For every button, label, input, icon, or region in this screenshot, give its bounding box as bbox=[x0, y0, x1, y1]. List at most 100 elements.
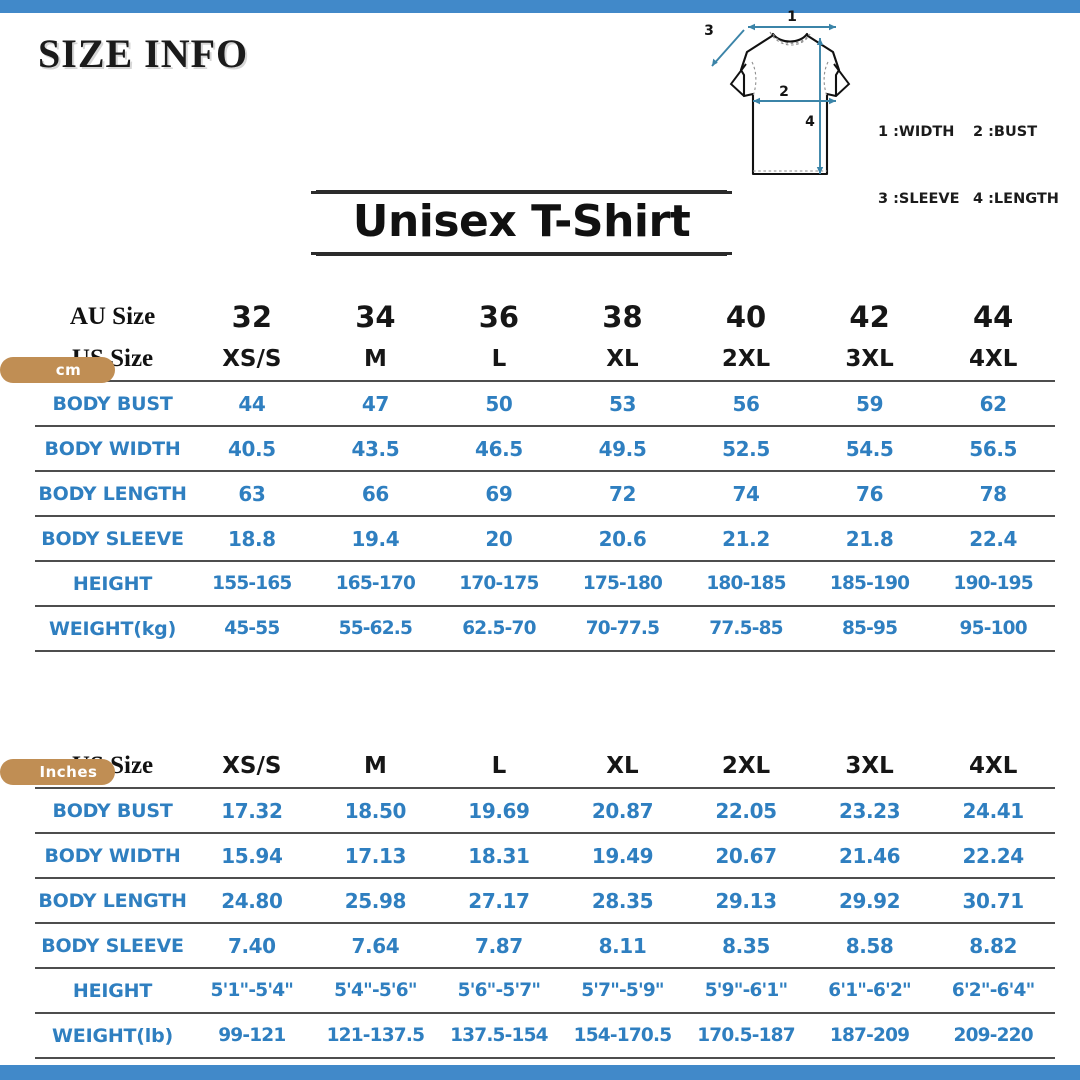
in-weight-l: 137.5-154 bbox=[450, 1025, 548, 1046]
inches-us-size-2: M bbox=[363, 753, 387, 779]
cm-height-2xl: 180-185 bbox=[706, 573, 786, 594]
cm-row-label-weight: WEIGHT(kg) bbox=[48, 617, 177, 640]
cm-width-l: 46.5 bbox=[475, 436, 523, 461]
cm-weight-xl: 70-77.5 bbox=[585, 618, 660, 639]
cm-bust-4xl: 62 bbox=[979, 391, 1007, 416]
cm-width-xss: 40.5 bbox=[227, 436, 276, 461]
cm-bust-3xl: 59 bbox=[856, 391, 884, 416]
inches-us-size-5: 2XL bbox=[721, 753, 771, 779]
legend-length: 4 :LENGTH bbox=[973, 191, 1059, 208]
in-width-m: 17.13 bbox=[344, 843, 407, 868]
cm-bust-2xl: 56 bbox=[732, 391, 760, 416]
inches-us-size-1: XS/S bbox=[222, 753, 282, 779]
in-width-3xl: 21.46 bbox=[838, 843, 901, 868]
table-row: BODY LENGTH 63 66 69 72 74 76 78 bbox=[35, 471, 1055, 516]
cm-au-size-4: 38 bbox=[602, 300, 643, 334]
marker-width-1: 1 bbox=[787, 9, 797, 25]
in-row-label-width: BODY WIDTH bbox=[44, 844, 181, 867]
cm-au-size-6: 42 bbox=[849, 300, 890, 334]
cm-us-size-4: XL bbox=[606, 346, 639, 372]
cm-width-m: 43.5 bbox=[351, 436, 400, 461]
cm-weight-xss: 45-55 bbox=[224, 618, 280, 639]
in-bust-m: 18.50 bbox=[344, 798, 407, 823]
cm-height-xl: 175-180 bbox=[582, 573, 663, 594]
cm-height-3xl: 185-190 bbox=[829, 573, 910, 594]
cm-height-m: 165-170 bbox=[335, 573, 416, 594]
cm-au-size-3: 36 bbox=[478, 300, 520, 334]
unit-badge-inches: Inches bbox=[0, 759, 115, 785]
table-row: BODY BUST 44 47 50 53 56 59 62 bbox=[35, 381, 1055, 426]
cm-sleeve-4xl: 22.4 bbox=[969, 526, 1018, 551]
in-width-2xl: 20.67 bbox=[715, 843, 777, 868]
in-length-xl: 28.35 bbox=[591, 888, 654, 913]
in-sleeve-2xl: 8.35 bbox=[722, 933, 770, 958]
cm-height-xss: 155-165 bbox=[212, 573, 292, 594]
in-length-2xl: 29.13 bbox=[715, 888, 777, 913]
cm-width-xl: 49.5 bbox=[598, 436, 647, 461]
in-sleeve-m: 7.64 bbox=[351, 933, 400, 958]
in-bust-xss: 17.32 bbox=[221, 798, 283, 823]
cm-width-3xl: 54.5 bbox=[845, 436, 894, 461]
in-bust-3xl: 23.23 bbox=[838, 798, 901, 823]
cm-bust-m: 47 bbox=[361, 391, 389, 416]
in-weight-3xl: 187-209 bbox=[829, 1025, 910, 1046]
in-height-l: 5'6"-5'7" bbox=[457, 980, 541, 1001]
cm-weight-l: 62.5-70 bbox=[462, 618, 536, 639]
table-row: BODY LENGTH 24.80 25.98 27.17 28.35 29.1… bbox=[35, 878, 1055, 923]
cm-sleeve-l: 20 bbox=[485, 526, 513, 551]
cm-us-size-7: 4XL bbox=[968, 346, 1018, 372]
cm-sleeve-xl: 20.6 bbox=[598, 526, 647, 551]
legend-width: 1 :WIDTH bbox=[878, 123, 955, 140]
product-title: Unisex T-Shirt bbox=[352, 196, 691, 247]
cm-bust-l: 50 bbox=[485, 391, 513, 416]
cm-width-2xl: 52.5 bbox=[722, 436, 770, 461]
inches-us-size-3: L bbox=[491, 753, 507, 779]
in-width-4xl: 22.24 bbox=[962, 843, 1025, 868]
legend-bust: 2 :BUST bbox=[973, 123, 1038, 140]
in-sleeve-4xl: 8.82 bbox=[969, 933, 1018, 958]
cm-us-size-6: 3XL bbox=[845, 346, 894, 372]
in-sleeve-xl: 8.11 bbox=[598, 933, 647, 958]
table-row: BODY SLEEVE 18.8 19.4 20 20.6 21.2 21.8 … bbox=[35, 516, 1055, 561]
cm-height-4xl: 190-195 bbox=[953, 573, 1034, 594]
cm-us-size-2: M bbox=[363, 346, 387, 372]
in-row-label-sleeve: BODY SLEEVE bbox=[41, 934, 184, 957]
in-weight-m: 121-137.5 bbox=[326, 1025, 425, 1046]
in-weight-xss: 99-121 bbox=[218, 1025, 286, 1046]
top-brand-bar bbox=[0, 0, 1080, 13]
cm-row-label-bust: BODY BUST bbox=[52, 392, 173, 415]
cm-au-size-2: 34 bbox=[355, 300, 396, 334]
in-bust-4xl: 24.41 bbox=[962, 798, 1025, 823]
in-row-label-height: HEIGHT bbox=[72, 979, 153, 1002]
cm-weight-m: 55-62.5 bbox=[338, 618, 413, 639]
cm-au-size-1: 32 bbox=[231, 300, 273, 334]
in-bust-2xl: 22.05 bbox=[715, 798, 777, 823]
cm-length-4xl: 78 bbox=[979, 481, 1007, 506]
cm-sleeve-m: 19.4 bbox=[351, 526, 400, 551]
cm-bust-xl: 53 bbox=[608, 391, 636, 416]
cm-sleeve-2xl: 21.2 bbox=[722, 526, 770, 551]
cm-sleeve-3xl: 21.8 bbox=[845, 526, 894, 551]
in-height-2xl: 5'9"-6'1" bbox=[704, 980, 788, 1001]
product-title-banner: Unisex T-Shirt bbox=[311, 191, 732, 255]
t-shirt-measurement-diagram: 1 2 3 4 bbox=[700, 8, 880, 186]
cm-row-label-height: HEIGHT bbox=[72, 572, 153, 595]
in-length-xss: 24.80 bbox=[221, 888, 283, 913]
in-row-label-bust: BODY BUST bbox=[52, 799, 173, 822]
cm-size-table: cm AU Size 32 34 36 38 40 42 44 US Size bbox=[0, 296, 1080, 652]
in-width-l: 18.31 bbox=[468, 843, 530, 868]
in-width-xl: 19.49 bbox=[591, 843, 654, 868]
cm-au-size-7: 44 bbox=[972, 300, 1014, 334]
marker-bust-2: 2 bbox=[779, 84, 789, 100]
in-height-3xl: 6'1"-6'2" bbox=[828, 980, 911, 1001]
page-title: SIZE INFO bbox=[38, 31, 249, 76]
in-height-4xl: 6'2"-6'4" bbox=[951, 980, 1035, 1001]
inches-us-size-7: 4XL bbox=[968, 753, 1018, 779]
table-row: HEIGHT 155-165 165-170 170-175 175-180 1… bbox=[35, 561, 1055, 606]
table-row: HEIGHT 5'1"-5'4" 5'4"-5'6" 5'6"-5'7" 5'7… bbox=[35, 968, 1055, 1013]
table-row: WEIGHT(kg) 45-55 55-62.5 62.5-70 70-77.5… bbox=[35, 606, 1055, 651]
table-row: BODY WIDTH 40.5 43.5 46.5 49.5 52.5 54.5… bbox=[35, 426, 1055, 471]
in-width-xss: 15.94 bbox=[221, 843, 283, 868]
in-height-xss: 5'1"-5'4" bbox=[210, 980, 294, 1001]
inches-header-us-row: US Size XS/S M L XL 2XL 3XL 4XL bbox=[35, 745, 1055, 788]
